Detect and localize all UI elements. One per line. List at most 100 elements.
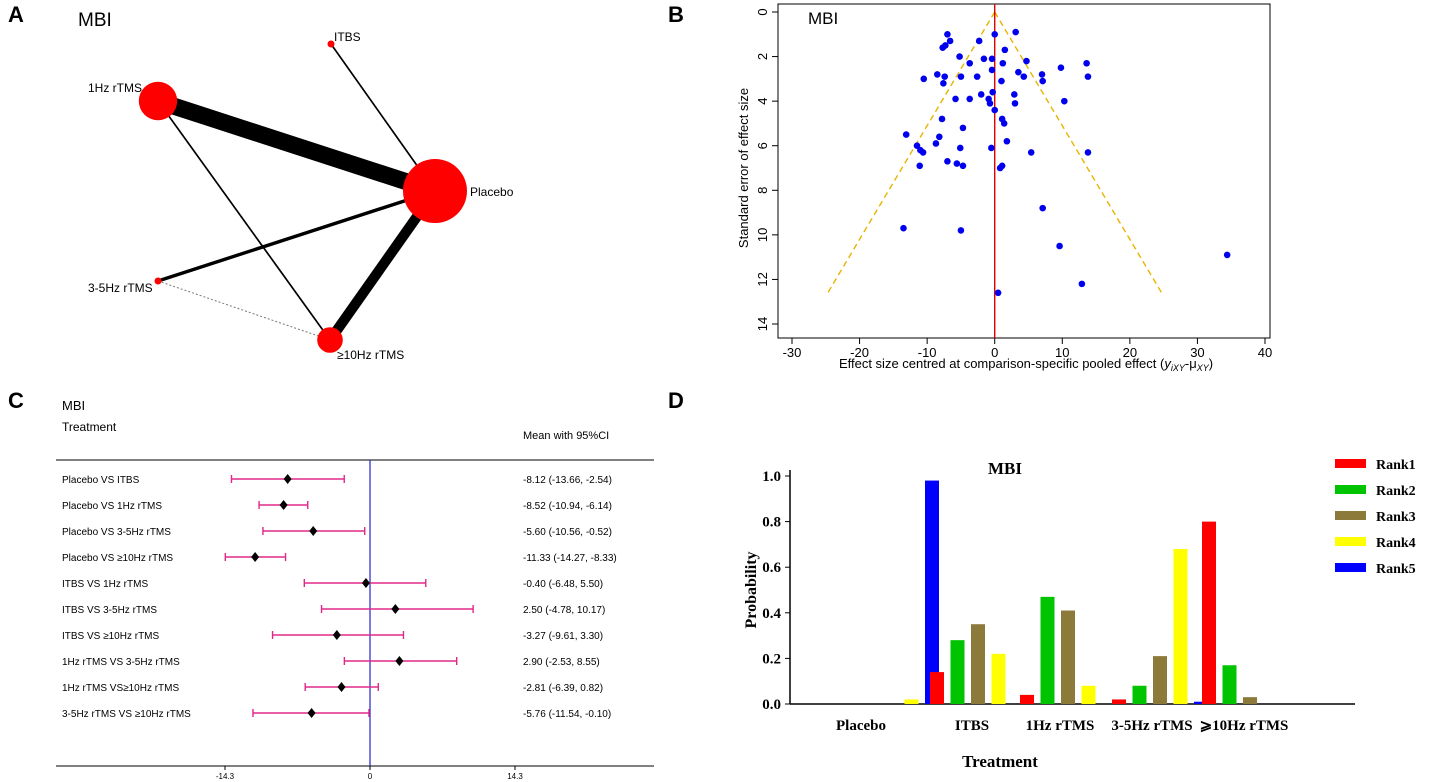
funnel-point (980, 55, 988, 63)
rank-category-label: 1Hz rTMS (1026, 718, 1095, 734)
funnel-y-tick-label: 8 (755, 187, 770, 194)
forest-row-value: -5.76 (-11.54, -0.10) (523, 709, 611, 720)
funnel-left-limit (827, 11, 996, 294)
rank-y-tick-label: 0.2 (762, 651, 781, 667)
funnel-point (902, 131, 910, 138)
funnel-point (988, 144, 995, 152)
funnel-point (977, 91, 985, 98)
forest-row-value: 2.50 (-4.78, 10.17) (523, 605, 605, 616)
node-label-3-5hz: 3-5Hz rTMS (88, 281, 153, 295)
forest-row-value: -8.12 (-13.66, -2.54) (523, 475, 612, 486)
funnel-point (1011, 91, 1018, 98)
rank-bar (1194, 701, 1208, 704)
forest-row-label: 3-5Hz rTMS VS ≥10Hz rTMS (62, 709, 191, 720)
network-node (317, 327, 343, 353)
funnel-y-tick-label: 2 (755, 53, 770, 60)
funnel-x-tick-label: -20 (850, 345, 869, 360)
forest-treatment-header: Treatment (62, 420, 117, 434)
funnel-point (956, 144, 964, 152)
rank-category-label: ITBS (955, 718, 989, 734)
forest-x-tick-label: -14.3 (216, 772, 235, 781)
rank-category-label: Placebo (836, 718, 886, 734)
funnel-point (1057, 64, 1065, 72)
forest-row-value: -11.33 (-14.27, -8.33) (523, 553, 617, 564)
funnel-point (998, 77, 1005, 85)
forest-row-value: -5.60 (-10.56, -0.52) (523, 527, 612, 538)
rank-bar (1040, 596, 1055, 704)
funnel-point (956, 53, 963, 60)
forest-row-label: 1Hz rTMS VS 3-5Hz rTMS (62, 657, 180, 668)
funnel-point (919, 149, 927, 156)
rank-bar (1173, 548, 1188, 704)
funnel-point (966, 59, 974, 67)
rank-y-tick-label: 0.6 (762, 560, 781, 576)
panel-letter-b: B (668, 2, 684, 27)
funnel-point (933, 71, 941, 78)
rank-legend-label: Rank3 (1376, 510, 1416, 525)
rank-bar (1081, 685, 1096, 704)
forest-row-label: Placebo VS 3-5Hz rTMS (62, 527, 171, 538)
funnel-point (1027, 149, 1035, 156)
forest-mean-header: Mean with 95%CI (523, 430, 609, 442)
rank-bar (1020, 694, 1034, 704)
funnel-point (1038, 71, 1046, 78)
funnel-point (900, 224, 907, 232)
forest-point (307, 708, 316, 718)
forest-point (283, 474, 292, 484)
forest-point (332, 630, 341, 640)
rank-bar (971, 624, 985, 704)
funnel-point (1223, 251, 1231, 259)
funnel-point (973, 73, 981, 80)
rank-category-label: 3-5Hz rTMS (1111, 718, 1192, 734)
funnel-point (952, 95, 959, 103)
funnel-point (988, 55, 996, 63)
funnel-point (957, 227, 965, 234)
rank-legend-swatch (1335, 511, 1366, 520)
funnel-point (959, 162, 967, 170)
rank-bar (904, 699, 919, 704)
rank-bar (925, 480, 939, 704)
rank-legend-swatch (1335, 485, 1366, 494)
rank-bar (1112, 699, 1126, 704)
rank-legend-swatch (1335, 537, 1366, 546)
funnel-point (944, 30, 951, 38)
node-label-10hz: ≥10Hz rTMS (337, 348, 404, 362)
forest-row-label: Placebo VS ≥10Hz rTMS (62, 553, 173, 564)
forest-row-value: 2.90 (-2.53, 8.55) (523, 657, 600, 668)
rank-x-label: Treatment (962, 752, 1038, 771)
rank-legend-swatch (1335, 459, 1366, 468)
rank-legend-label: Rank4 (1376, 536, 1416, 551)
forest-row-label: 1Hz rTMS VS≥10Hz rTMS (62, 683, 179, 694)
forest-point (337, 682, 346, 692)
funnel-point (1084, 149, 1092, 156)
funnel-point (940, 80, 947, 87)
rank-y-tick-label: 0.4 (762, 606, 781, 622)
funnel-x-tick-label: 20 (1123, 345, 1137, 360)
funnel-point (946, 37, 954, 45)
network-edge (155, 92, 438, 200)
funnel-point (991, 106, 999, 114)
funnel-x-tick-label: 30 (1190, 345, 1204, 360)
funnel-point (1000, 120, 1008, 127)
funnel-point (932, 140, 940, 147)
funnel-point (966, 95, 974, 103)
funnel-point (1012, 28, 1019, 36)
rank-y-label: Probability (743, 551, 760, 628)
panel-letter-c: C (8, 388, 24, 413)
forest-x-tick-label: 14.3 (507, 772, 523, 781)
rank-bar (1132, 685, 1147, 704)
funnel-frame (777, 3, 1271, 339)
funnel-point (936, 133, 943, 141)
rank-category-label: ⩾10Hz rTMS (1200, 718, 1289, 734)
network-node (403, 159, 467, 223)
funnel-point (1084, 73, 1092, 80)
rank-legend-label: Rank5 (1376, 562, 1416, 577)
funnel-point (957, 73, 965, 80)
funnel-x-tick-label: 0 (991, 345, 998, 360)
funnel-y-tick-label: 10 (755, 228, 770, 242)
rank-y-tick-label: 1.0 (762, 469, 781, 485)
funnel-point (1039, 77, 1046, 85)
